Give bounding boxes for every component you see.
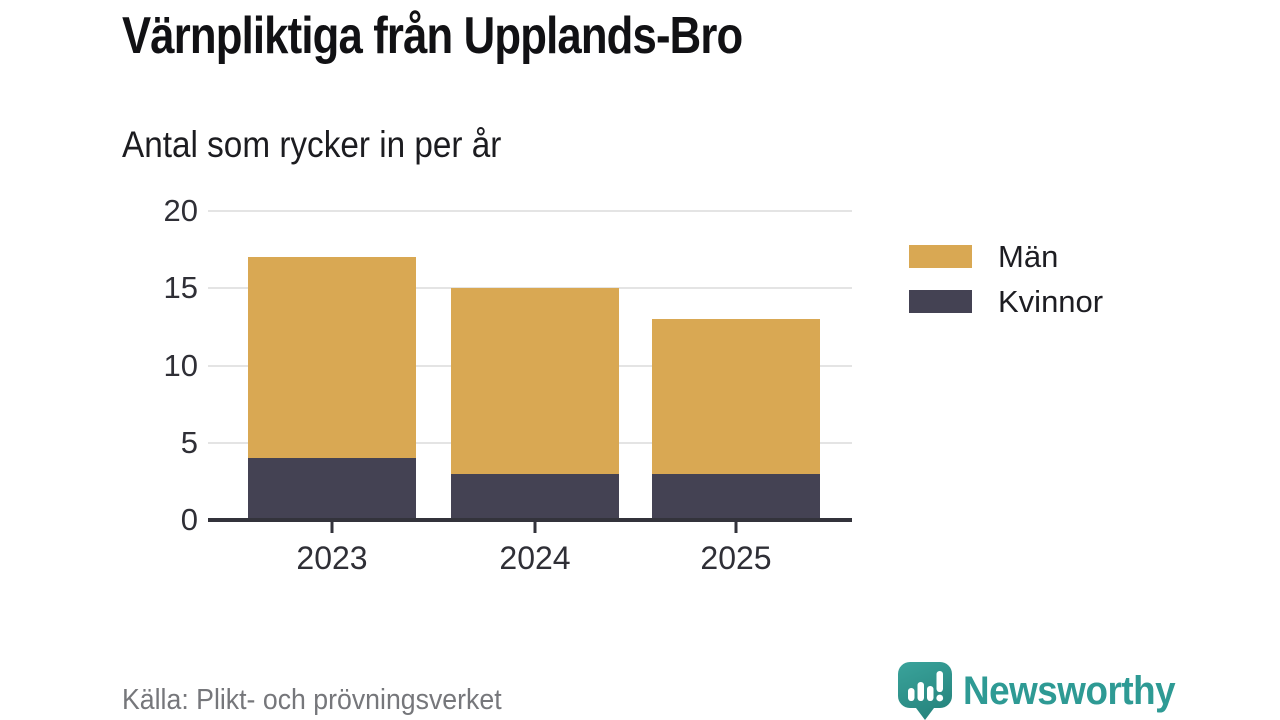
y-tick-label-10: 10: [163, 347, 198, 383]
bar-segment-2023-kvinnor: [248, 458, 416, 520]
bar-segment-2025-män: [652, 319, 820, 474]
y-tick-label-15: 15: [163, 270, 198, 306]
x-tick-mark-2025: [734, 522, 738, 533]
page-title: Värnpliktiga från Upplands-Bro: [122, 7, 743, 65]
brand-name: Newsworthy: [963, 668, 1176, 713]
legend-swatch-kvinnor: [909, 290, 972, 313]
newsworthy-speech-bubble-icon: [898, 662, 952, 720]
x-tick-label-2025: 2025: [700, 540, 772, 576]
bar-segment-2024-kvinnor: [451, 473, 619, 520]
legend-item-män: Män: [909, 239, 1103, 274]
legend-label-kvinnor: Kvinnor: [998, 284, 1104, 319]
bar-segment-2025-kvinnor: [652, 473, 820, 520]
legend: Män Kvinnor: [909, 239, 1104, 319]
plot-area: [208, 210, 852, 522]
x-tick-mark-2023: [330, 522, 334, 533]
legend-swatch-män: [909, 245, 972, 268]
y-tick-label-20: 20: [163, 193, 198, 228]
brand-logo: Newsworthy: [897, 661, 1194, 720]
bar-segment-2024-män: [451, 288, 619, 474]
bar-segment-2023-män: [248, 257, 416, 459]
bar-group-2025: [652, 319, 820, 520]
bar-group-2023: [248, 257, 416, 520]
chart-subtitle: Antal som rycker in per år: [122, 124, 502, 165]
y-tick-label-0: 0: [180, 502, 198, 537]
x-tick-mark-2024: [533, 522, 537, 533]
legend-item-kvinnor: Kvinnor: [909, 284, 1104, 319]
gridline-20: [208, 210, 852, 212]
gridline-15: [208, 287, 852, 290]
source-note: Källa: Plikt- och prövningsverket: [122, 684, 502, 716]
bar-group-2024: [451, 288, 619, 520]
x-tick-label-2024: 2024: [499, 540, 571, 576]
legend-label-män: Män: [998, 239, 1059, 274]
x-axis-line: [208, 518, 852, 522]
y-tick-label-5: 5: [180, 424, 198, 460]
x-tick-label-2023: 2023: [296, 540, 368, 576]
